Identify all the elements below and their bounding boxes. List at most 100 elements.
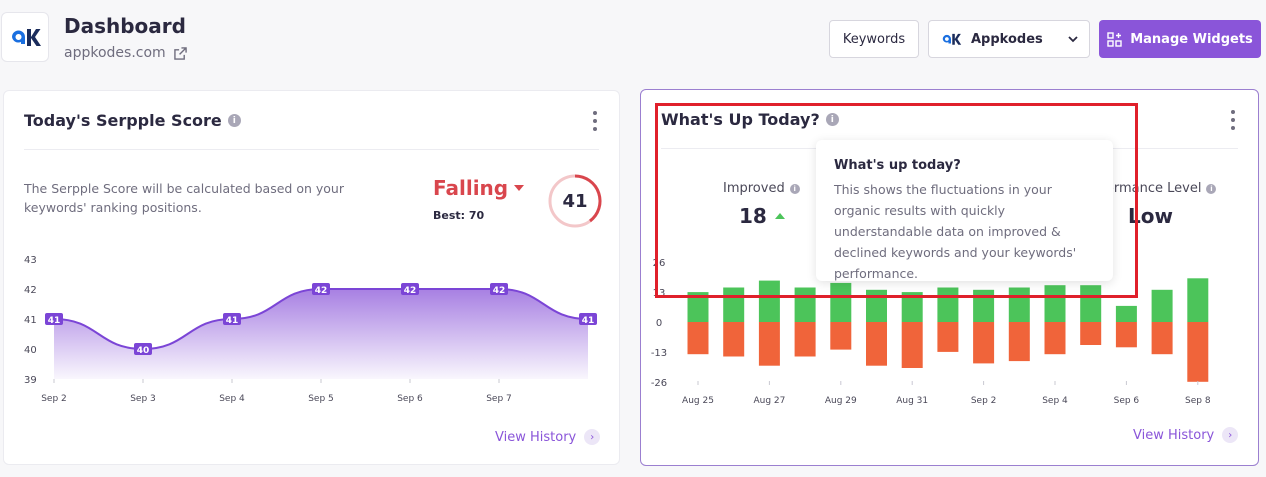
up-arrow-icon [774, 213, 785, 219]
info-icon[interactable]: i [789, 183, 800, 194]
whats-up-tooltip: What's up today? This shows the fluctuat… [816, 140, 1113, 281]
card-title-text: Today's Serpple Score [24, 111, 222, 130]
bar-declined [937, 322, 959, 352]
x-tick-label: Sep 2 [971, 396, 997, 406]
improved-value-text: 18 [739, 204, 767, 228]
card-title: Today's Serpple Score i [24, 111, 241, 130]
x-tick-label: Sep 5 [308, 394, 334, 404]
manage-widgets-label: Manage Widgets [1130, 31, 1253, 47]
bar-declined [1008, 322, 1030, 362]
bar-improved [830, 282, 852, 322]
chevron-right-icon: › [1222, 427, 1239, 443]
manage-widgets-button[interactable]: Manage Widgets [1099, 20, 1261, 58]
data-label: 41 [45, 313, 63, 326]
divider [24, 149, 599, 150]
bar-improved [794, 287, 816, 322]
page-header: Dashboard appkodes.com Keywords Appkodes… [0, 0, 1266, 80]
x-tick-label: Aug 25 [682, 396, 714, 406]
info-icon[interactable]: i [227, 114, 241, 127]
bar-improved [937, 287, 959, 322]
bar-declined [973, 322, 995, 364]
chevron-right-icon: › [584, 429, 601, 445]
bar-declined [1044, 322, 1066, 355]
x-tick-label: Sep 4 [1042, 396, 1068, 406]
card-title-text: What's Up Today? [661, 110, 820, 129]
project-select[interactable]: Appkodes [928, 20, 1090, 58]
improved-value: 18 [739, 204, 785, 228]
x-tick-label: Sep 8 [1185, 396, 1211, 406]
x-tick-label: Sep 2 [41, 394, 67, 404]
bar-improved [1008, 287, 1030, 322]
bar-declined [723, 322, 745, 357]
bar-declined [1151, 322, 1173, 355]
score-value: 41 [562, 190, 588, 212]
data-label: 42 [401, 283, 419, 296]
bar-improved [866, 289, 887, 322]
y-tick-label: 39 [24, 375, 37, 386]
svg-text:42: 42 [315, 286, 328, 296]
down-arrow-icon [514, 185, 525, 191]
y-tick-label: 42 [24, 285, 37, 296]
card-title: What's Up Today? i [661, 110, 839, 129]
bar-improved [1080, 285, 1102, 322]
x-tick-label: Sep 4 [219, 394, 245, 404]
y-tick-label: 13 [653, 288, 666, 299]
project-select-value: Appkodes [971, 31, 1043, 47]
project-logo-icon [942, 33, 962, 45]
more-options-icon[interactable] [1230, 110, 1236, 130]
bar-declined [758, 322, 780, 366]
svg-text:41: 41 [48, 316, 61, 326]
tooltip-body: This shows the fluctuations in your orga… [834, 182, 1077, 281]
appkodes-logo-icon [12, 29, 41, 46]
bar-declined [794, 322, 816, 357]
bar-improved [901, 292, 923, 322]
bar-declined [866, 322, 887, 366]
y-tick-label: -26 [651, 378, 667, 389]
app-logo[interactable] [1, 12, 49, 62]
bar-improved [758, 280, 780, 322]
tooltip-title: What's up today? [834, 158, 961, 173]
view-history-link[interactable]: View History › [1133, 427, 1239, 443]
bar-improved [1115, 305, 1137, 322]
bar-improved [1044, 285, 1066, 322]
info-icon[interactable]: i [825, 113, 839, 126]
x-tick-label: Sep 3 [130, 394, 156, 404]
info-icon[interactable]: i [1206, 183, 1217, 194]
y-tick-label: 40 [24, 345, 37, 356]
bar-declined [830, 322, 852, 350]
bar-declined [1080, 322, 1102, 345]
improved-label-text: Improved [723, 181, 785, 196]
improved-label: Improved i [723, 181, 800, 196]
x-tick-label: Sep 6 [397, 394, 423, 404]
site-domain[interactable]: appkodes.com [64, 45, 187, 61]
score-history-chart: 39 40 41 42 43 41 40 41 42 42 42 41 Sep 2 Sep 3 Sep 4 S… [24, 255, 597, 404]
bar-improved [973, 289, 995, 322]
data-label: 42 [490, 283, 508, 296]
best-score: Best: 70 [433, 209, 485, 222]
chevron-down-icon [1068, 36, 1078, 43]
view-history-text: View History [495, 429, 577, 445]
serpple-score-card: Today's Serpple Score i The Serpple Scor… [3, 90, 620, 465]
x-tick-label: Aug 29 [825, 396, 857, 406]
y-tick-label: 43 [24, 255, 37, 266]
data-label: 40 [134, 343, 152, 356]
y-tick-label: 26 [653, 258, 666, 269]
bar-declined [901, 322, 923, 368]
page-title: Dashboard [64, 14, 186, 38]
external-link-icon[interactable] [173, 46, 187, 60]
data-label: 41 [579, 313, 597, 326]
area-fill [54, 289, 588, 379]
data-label: 41 [223, 313, 241, 326]
svg-text:42: 42 [493, 286, 506, 296]
view-history-link[interactable]: View History › [495, 429, 601, 445]
y-tick-label: -13 [651, 348, 667, 359]
svg-text:41: 41 [226, 316, 239, 326]
bar-declined [1115, 322, 1137, 348]
more-options-icon[interactable] [592, 111, 598, 131]
bar-declined [1187, 322, 1209, 382]
keywords-button[interactable]: Keywords [829, 20, 919, 58]
bar-declined [687, 322, 709, 355]
performance-level-label: rformance Level i [1096, 181, 1217, 196]
trend-indicator: Falling [433, 176, 525, 200]
x-tick-label: Aug 31 [896, 396, 928, 406]
